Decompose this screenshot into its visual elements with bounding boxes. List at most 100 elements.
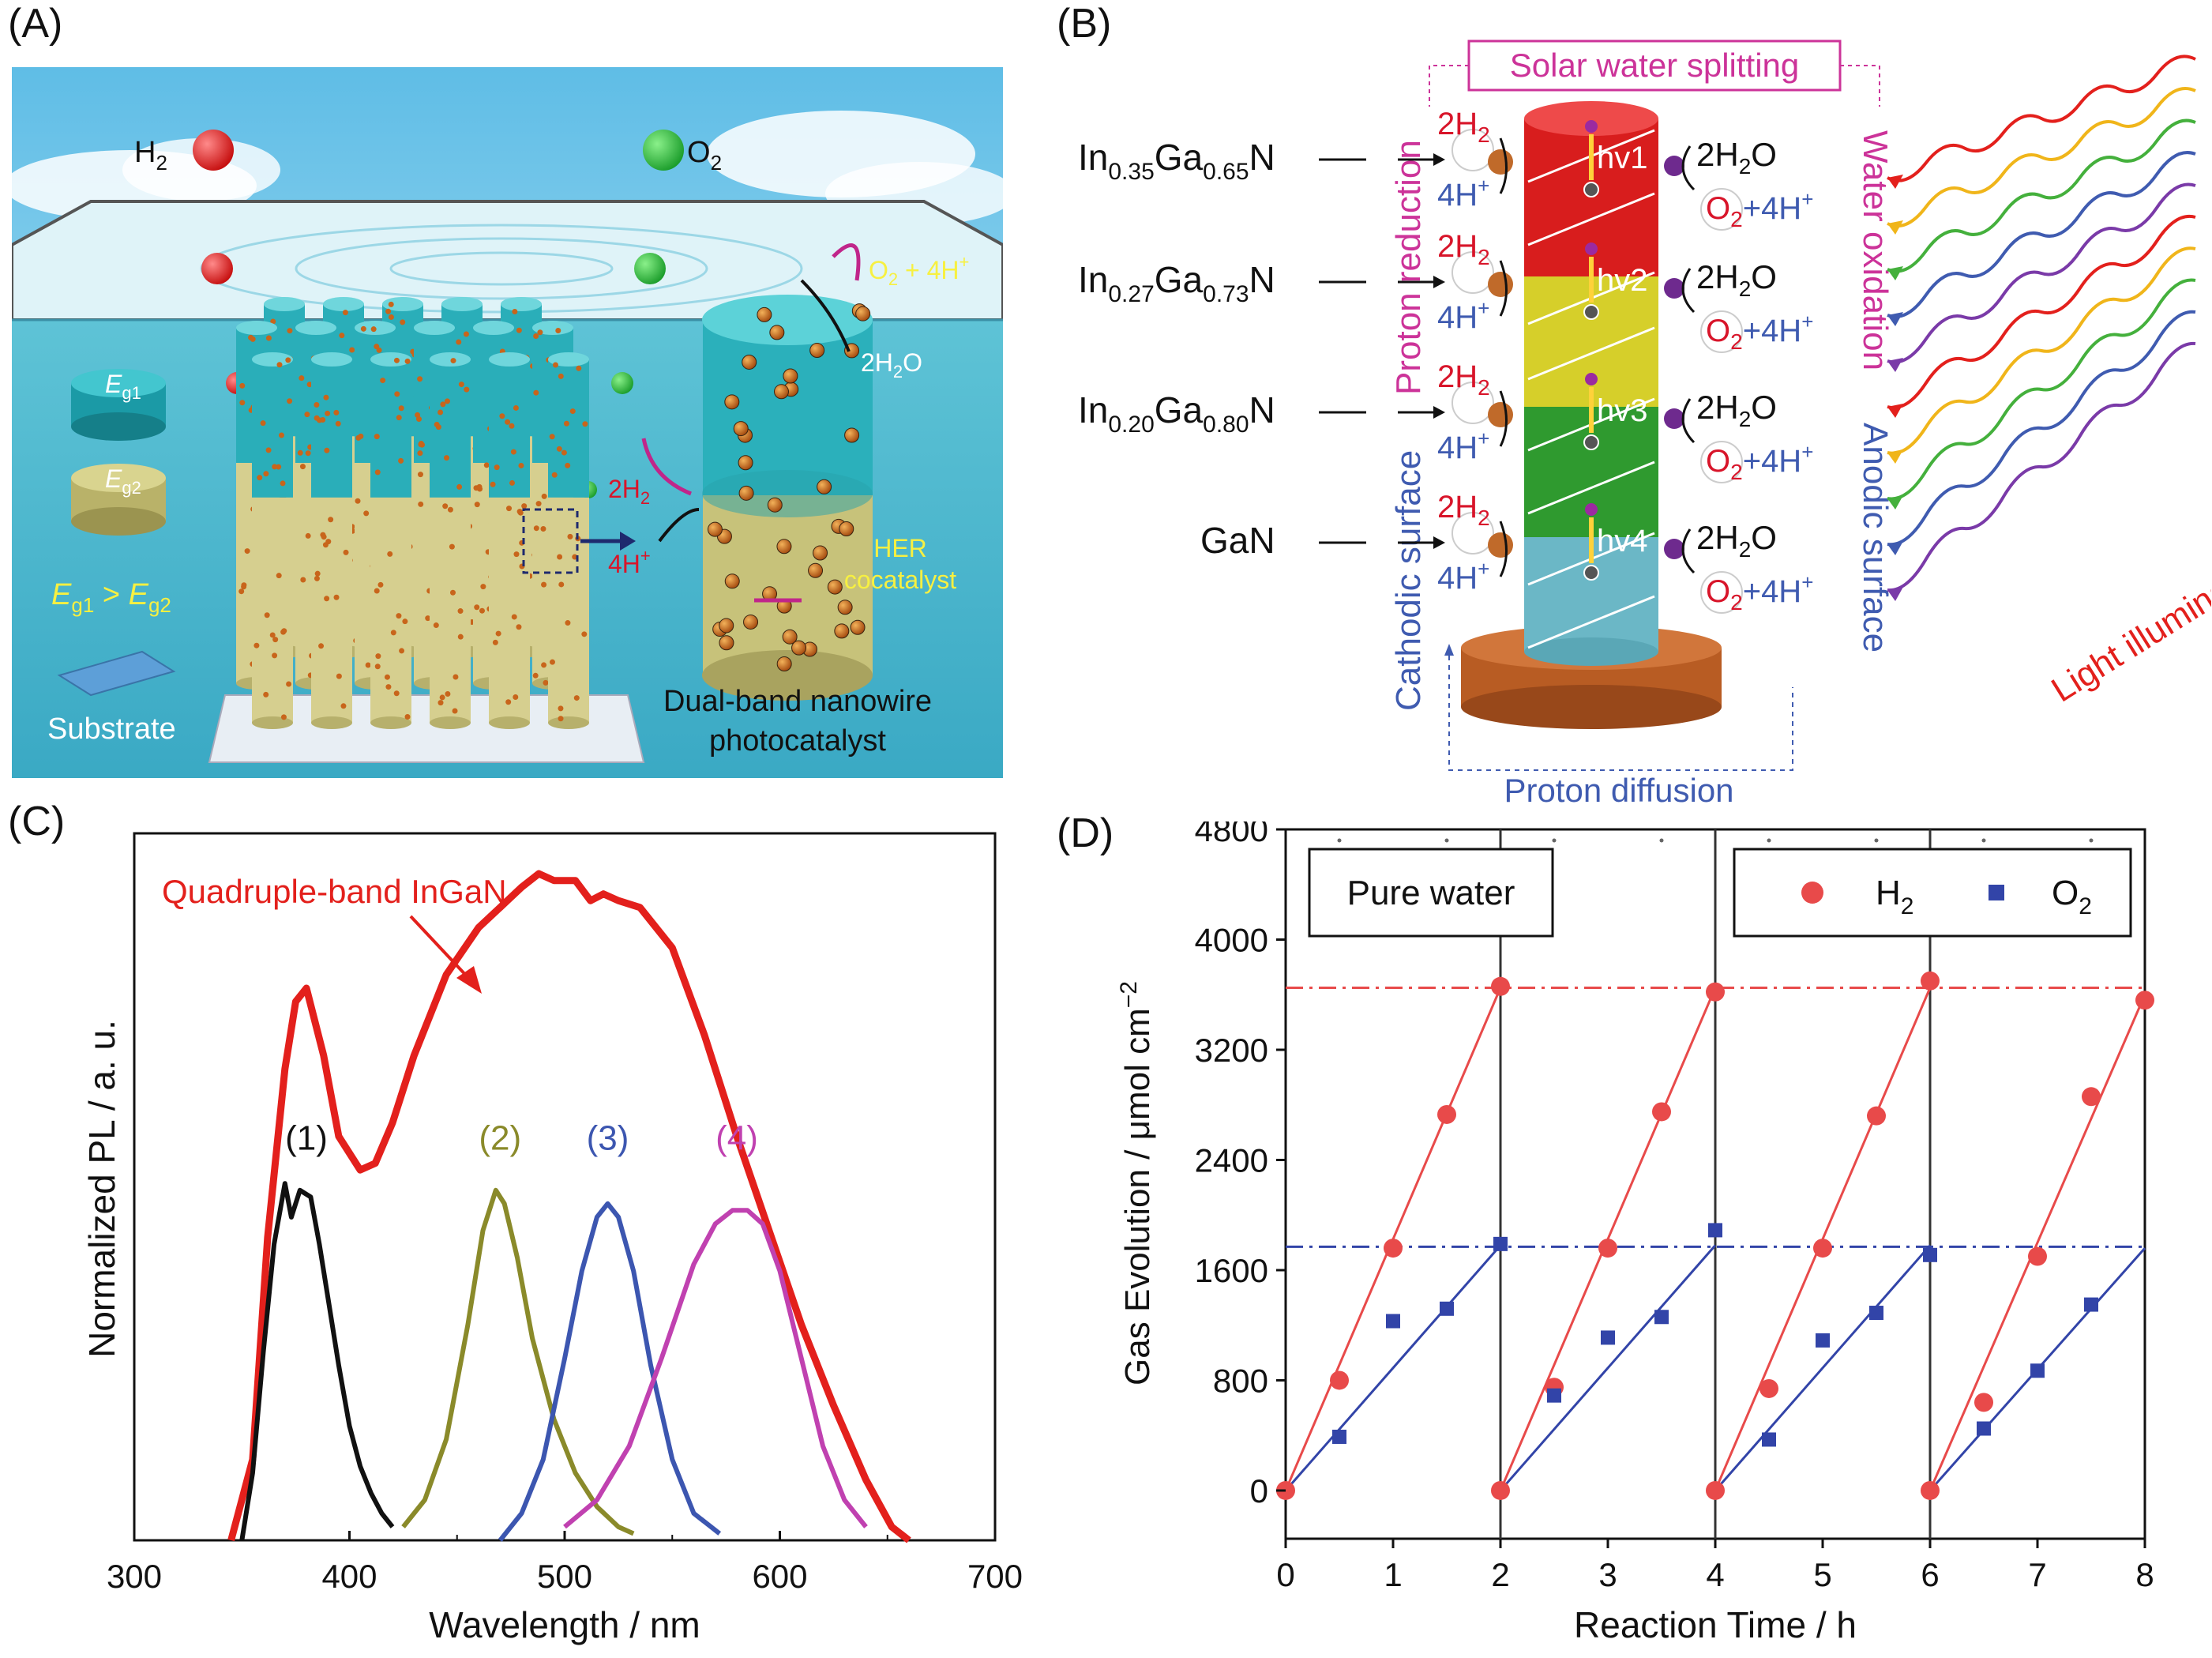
2h2o-label: 2H2O <box>1696 519 1777 562</box>
panel-c-chart: 300 400 500 600 700 (1) (2) (3) (4) Quadruple-b… <box>81 832 1023 1645</box>
water-surface <box>12 200 1003 321</box>
fit-line <box>1499 1244 1717 1491</box>
h2-data-point <box>1491 976 1510 996</box>
nanowire <box>370 352 411 729</box>
panel-a-illustration: H2 O2 Eg1 Eg2 Eg1 > Eg2 Substrate O2 + 4… <box>12 67 1003 778</box>
x-tick-label: 300 <box>107 1558 162 1595</box>
2h2o-label: 2H2O <box>1696 389 1777 431</box>
top-tick-dot <box>2089 838 2094 843</box>
o2-4h-label: O2+4H+ <box>1706 570 1813 615</box>
o2-data-point <box>2084 1297 2098 1312</box>
pl-series-line <box>498 1201 722 1542</box>
o2-data-point <box>1440 1301 1454 1316</box>
water-oxidation-label: Water oxidation <box>1856 130 1895 370</box>
2h2-label: 2H2 <box>1437 107 1490 147</box>
h2-label: H2 <box>134 136 167 175</box>
h2-data-point <box>1384 1239 1403 1258</box>
h2-data-point <box>1437 1104 1456 1124</box>
top-tick-dot <box>1659 838 1664 843</box>
single-nanowire <box>702 295 873 701</box>
light-wave <box>1887 214 2196 410</box>
light-arrowhead-icon <box>1887 587 1903 601</box>
hole-icon <box>1583 182 1599 197</box>
light-waves <box>1887 55 2196 601</box>
h2-bubble-icon <box>1452 382 1494 424</box>
y-tick-label: 4000 <box>1195 921 1268 958</box>
legend-o2-label: O2 <box>2052 874 2092 919</box>
h2-data-point <box>1652 1102 1671 1122</box>
pl-series-line <box>401 1187 635 1536</box>
y-tick-label: 4800 <box>1195 821 1268 848</box>
top-tick-dot <box>1337 838 1342 843</box>
x-tick-label: 1 <box>1384 1556 1402 1593</box>
electron-icon <box>1585 120 1598 133</box>
pl-series-line <box>563 1208 868 1529</box>
y-tick-label: 1600 <box>1195 1252 1268 1289</box>
pointer-arrow-icon <box>1433 153 1445 166</box>
o2-molecule-icon <box>643 130 684 171</box>
o2-4h-label: O2+4H+ <box>1706 440 1813 484</box>
x-tick-label: 700 <box>967 1558 1023 1595</box>
legend-box <box>1733 848 2132 938</box>
pl-series-line <box>227 870 911 1543</box>
o2-data-point <box>1923 1247 1937 1262</box>
o2-bubble-icon <box>1700 310 1743 353</box>
x-tick-label: 6 <box>1921 1556 1939 1593</box>
substrate-icon <box>57 650 176 697</box>
4h-label: 4H+ <box>1437 174 1489 212</box>
substrate-label: Substrate <box>47 712 176 746</box>
x-tick-label: 7 <box>2028 1556 2046 1593</box>
light-wave <box>1887 55 2196 182</box>
x-tick-label: 500 <box>537 1558 592 1595</box>
panel-label-a: (A) <box>8 1 63 47</box>
x-tick-label: 600 <box>752 1558 807 1595</box>
h2-bubble-icon <box>1452 129 1494 171</box>
x-tick-label: 5 <box>1813 1556 1831 1593</box>
title-label: Solar water splitting <box>1510 47 1800 84</box>
nanowire <box>311 352 352 729</box>
zoom-arrow-icon <box>620 532 636 551</box>
panel-d-chart: 0 1 2 3 4 5 6 7 8 0 800 1600 2400 3200 4000 4800 Pure w… <box>1116 821 2154 1645</box>
light-arrowhead-icon <box>1887 175 1903 189</box>
o2-data-point <box>1493 1236 1508 1251</box>
photon-energy-label: hv2 <box>1597 263 1648 298</box>
light-wave <box>1887 246 2196 455</box>
layer-composition-label: GaN <box>1200 520 1275 561</box>
light-illumination-label: Light illumination <box>2045 540 2211 709</box>
proton-diffusion-label: Proton diffusion <box>1504 772 1733 809</box>
h2-data-point <box>1330 1370 1349 1390</box>
photon-energy-label: hv4 <box>1597 524 1648 558</box>
top-tick-dot <box>1444 838 1449 843</box>
o2-data-point <box>1816 1333 1830 1348</box>
c-xlabel: Wavelength / nm <box>429 1604 700 1645</box>
layer-composition-label: In0.20Ga0.80N <box>1078 389 1275 438</box>
4h-label: 4H+ <box>608 546 651 578</box>
2h2-label: 2H2 <box>608 475 650 508</box>
eg1-disk-icon <box>71 369 166 441</box>
o2-4h-label: O2+4H+ <box>1706 187 1813 231</box>
pointer-arrow-icon <box>1433 276 1445 288</box>
light-wave <box>1887 310 2196 547</box>
pointer-arrow-icon <box>1433 406 1445 419</box>
panel-b-schematic: Solar water splitting Proton reduction C… <box>1078 39 2211 809</box>
2h2o-label: 2H2O <box>861 348 922 382</box>
photon-energy-label: hv3 <box>1597 393 1648 428</box>
h2-data-point <box>1491 1480 1510 1500</box>
her-label: HER <box>873 534 927 562</box>
legend-h2-marker <box>1801 882 1823 904</box>
o2-data-point <box>1762 1432 1776 1447</box>
pl-series-line <box>239 1181 395 1541</box>
4h-label: 4H+ <box>1437 296 1489 335</box>
o2-data-point <box>1547 1388 1561 1403</box>
proton-reduction-label: Proton reduction <box>1389 140 1428 395</box>
legend-o2-marker <box>1989 885 2004 900</box>
hole-icon <box>1583 434 1599 450</box>
nanowire <box>252 352 293 729</box>
light-wave <box>1887 182 2196 364</box>
cocatalyst-dot-icon <box>1488 532 1513 558</box>
light-arrowhead-icon <box>1887 312 1903 326</box>
o2-data-point <box>1601 1330 1615 1345</box>
h2-data-point <box>1921 971 1940 991</box>
fit-line <box>1714 1244 1932 1491</box>
o2-4h-label: O2+4H+ <box>1706 310 1813 354</box>
